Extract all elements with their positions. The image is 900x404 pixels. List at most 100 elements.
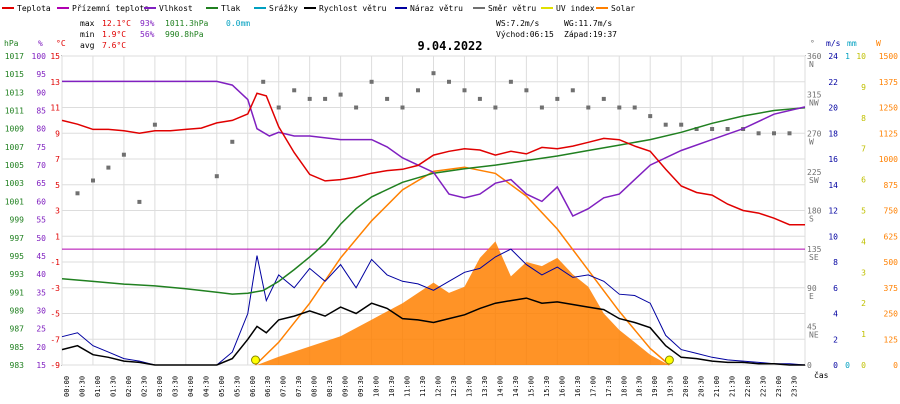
axis-unit-w: W xyxy=(876,39,881,48)
legend-label: Náraz větru xyxy=(410,4,463,13)
stat-min-press: 990.8hPa xyxy=(165,30,204,39)
axis-tick-time: 14:00 xyxy=(496,376,504,397)
axis-tick-hpa: 1003 xyxy=(5,179,24,188)
axis-tick-time: 22:30 xyxy=(760,376,768,397)
wind-dir-point xyxy=(323,96,328,101)
axis-tick-hpa: 1007 xyxy=(5,143,24,152)
legend-label: Rychlost větru xyxy=(319,4,387,13)
wind-dir-point xyxy=(121,152,126,157)
wind-dir-point xyxy=(214,174,219,179)
legend-label: Srážky xyxy=(269,4,298,13)
axis-tick-ms: 20 xyxy=(828,104,838,113)
wind-dir-point xyxy=(648,114,653,119)
axis-unit-pct: % xyxy=(38,39,43,48)
axis-tick-dir-name: NW xyxy=(809,99,819,108)
axis-tick-hpa: 989 xyxy=(10,306,25,315)
axis-tick-dir-name: N xyxy=(809,60,814,69)
axis-tick-ms: 4 xyxy=(833,310,838,319)
axis-tick-time: 09:30 xyxy=(357,376,365,397)
axes: hPa% °C ° m/s mm W101710151013101110091007100… xyxy=(4,39,898,397)
wind-dir-point xyxy=(416,88,420,93)
axis-tick-time: 14:30 xyxy=(512,376,520,397)
axis-tick-solar: 500 xyxy=(884,258,899,267)
axis-tick-hpa: 1001 xyxy=(5,197,24,206)
wind-dir-point xyxy=(261,79,266,84)
axis-unit-mm: mm xyxy=(847,39,857,48)
wind-dir-point xyxy=(617,105,622,110)
stat-min-hum: 56% xyxy=(140,30,155,39)
legend: Teplota Přízemní teplota Vlhkost Tlak Srážky… xyxy=(2,4,635,50)
wind-dir-point xyxy=(338,92,343,97)
axis-tick-time: 20:00 xyxy=(682,376,690,397)
axis-tick-ms: 18 xyxy=(828,129,838,138)
axis-tick-hpa: 983 xyxy=(10,361,25,370)
wind-dir-point xyxy=(524,88,529,93)
axis-tick-time: 13:30 xyxy=(481,376,489,397)
axis-tick-degc: 15 xyxy=(50,52,60,61)
axis-tick-ms: 16 xyxy=(828,155,838,164)
axis-tick-uv: 7 xyxy=(861,145,866,154)
stat-max-press: 1011.3hPa xyxy=(165,19,209,28)
axis-tick-hpa: 985 xyxy=(10,343,25,352)
axis-tick-hpa: 991 xyxy=(10,288,25,297)
axis-tick-dir-name: SE xyxy=(809,253,819,262)
wind-dir-point xyxy=(385,96,390,101)
axis-tick-pct: 20 xyxy=(36,343,46,352)
axis-tick-pct: 90 xyxy=(36,88,46,97)
wind-dir-point xyxy=(462,88,467,93)
plot-area xyxy=(61,71,806,366)
axis-unit-ms: m/s xyxy=(826,39,841,48)
axis-tick-solar: 375 xyxy=(884,284,899,293)
axis-tick-time: 17:30 xyxy=(605,376,613,397)
axis-tick-dir-name: S xyxy=(809,215,814,224)
axis-tick-time: 00:00 xyxy=(63,376,71,397)
axis-tick-time: 04:30 xyxy=(202,376,210,397)
axis-tick-time: 04:00 xyxy=(187,376,195,397)
axis-tick-pct: 100 xyxy=(32,52,47,61)
axis-tick-deg: 135 xyxy=(807,245,822,254)
solar-clear-line xyxy=(254,166,670,366)
axis-tick-time: 11:30 xyxy=(419,376,427,397)
axis-tick-ms: 24 xyxy=(828,52,838,61)
axis-tick-time: 10:00 xyxy=(373,376,381,397)
wind-dir-point xyxy=(75,191,80,196)
wind-dir-point xyxy=(431,71,436,76)
wind-dir-point xyxy=(539,105,544,110)
axis-tick-pct: 70 xyxy=(36,161,46,170)
axis-tick-time: 07:30 xyxy=(295,376,303,397)
axis-tick-solar: 875 xyxy=(884,181,899,190)
axis-tick-degc: 1 xyxy=(55,232,60,241)
axis-tick-solar: 750 xyxy=(884,207,899,216)
legend-label: Vlhkost xyxy=(159,4,193,13)
axis-tick-uv: 5 xyxy=(861,207,866,216)
axis-tick-hpa: 993 xyxy=(10,270,25,279)
axis-tick-dir-name: W xyxy=(809,137,814,146)
wind-dir-point xyxy=(725,127,730,131)
wind-dir-point xyxy=(137,199,142,204)
axis-tick-time: 03:00 xyxy=(156,376,164,397)
axis-tick-time: 12:30 xyxy=(450,376,458,397)
axis-tick-time: 02:30 xyxy=(140,376,148,397)
axis-tick-hpa: 1015 xyxy=(5,70,24,79)
axis-tick-time: 23:30 xyxy=(791,376,799,397)
axis-tick-degc: -3 xyxy=(50,284,60,293)
axis-tick-pct: 65 xyxy=(36,179,46,188)
axis-tick-pct: 50 xyxy=(36,234,46,243)
stat-max-hum: 93% xyxy=(140,19,155,28)
stat-avg-temp: 7.6°C xyxy=(102,41,126,50)
axis-tick-time: 23:00 xyxy=(775,376,783,397)
wind-dir-point xyxy=(601,96,606,101)
axis-tick-hpa: 1009 xyxy=(5,125,24,134)
wind-dir-point xyxy=(369,79,374,84)
stat-min-temp: 1.9°C xyxy=(102,30,126,39)
axis-tick-time: 06:30 xyxy=(264,376,272,397)
axis-tick-ms: 0 xyxy=(833,361,838,370)
stat-wg: WG:11.7m/s xyxy=(564,19,612,28)
axis-tick-time: 13:00 xyxy=(465,376,473,397)
axis-tick-deg: 0 xyxy=(807,361,812,370)
axis-tick-time: 00:30 xyxy=(78,376,86,397)
axis-tick-solar: 1125 xyxy=(879,129,898,138)
axis-tick-uv: 9 xyxy=(861,83,866,92)
axis-tick-uv: 0 xyxy=(861,361,866,370)
